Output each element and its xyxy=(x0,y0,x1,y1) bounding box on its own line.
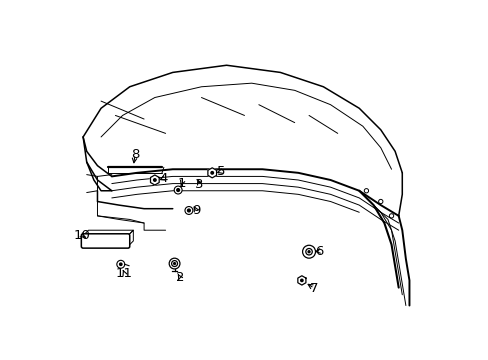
Circle shape xyxy=(177,189,179,192)
FancyBboxPatch shape xyxy=(81,234,129,248)
Text: 6: 6 xyxy=(315,244,324,257)
Text: 4: 4 xyxy=(159,172,168,185)
Text: 2: 2 xyxy=(175,271,184,284)
Circle shape xyxy=(300,279,303,282)
Text: 9: 9 xyxy=(191,204,200,217)
Circle shape xyxy=(174,186,182,194)
Text: 10: 10 xyxy=(74,229,91,242)
Circle shape xyxy=(153,179,156,181)
Circle shape xyxy=(120,263,122,265)
Polygon shape xyxy=(150,175,159,185)
Polygon shape xyxy=(297,276,305,285)
Text: 1: 1 xyxy=(177,177,185,190)
Circle shape xyxy=(210,172,213,174)
Text: 11: 11 xyxy=(116,267,133,280)
Text: 8: 8 xyxy=(131,148,139,161)
Circle shape xyxy=(184,207,192,215)
Polygon shape xyxy=(207,168,216,178)
Text: 3: 3 xyxy=(195,178,203,191)
Circle shape xyxy=(173,263,175,265)
Circle shape xyxy=(187,209,190,212)
Text: 5: 5 xyxy=(217,165,225,178)
Circle shape xyxy=(307,251,309,253)
Text: 7: 7 xyxy=(309,282,318,295)
